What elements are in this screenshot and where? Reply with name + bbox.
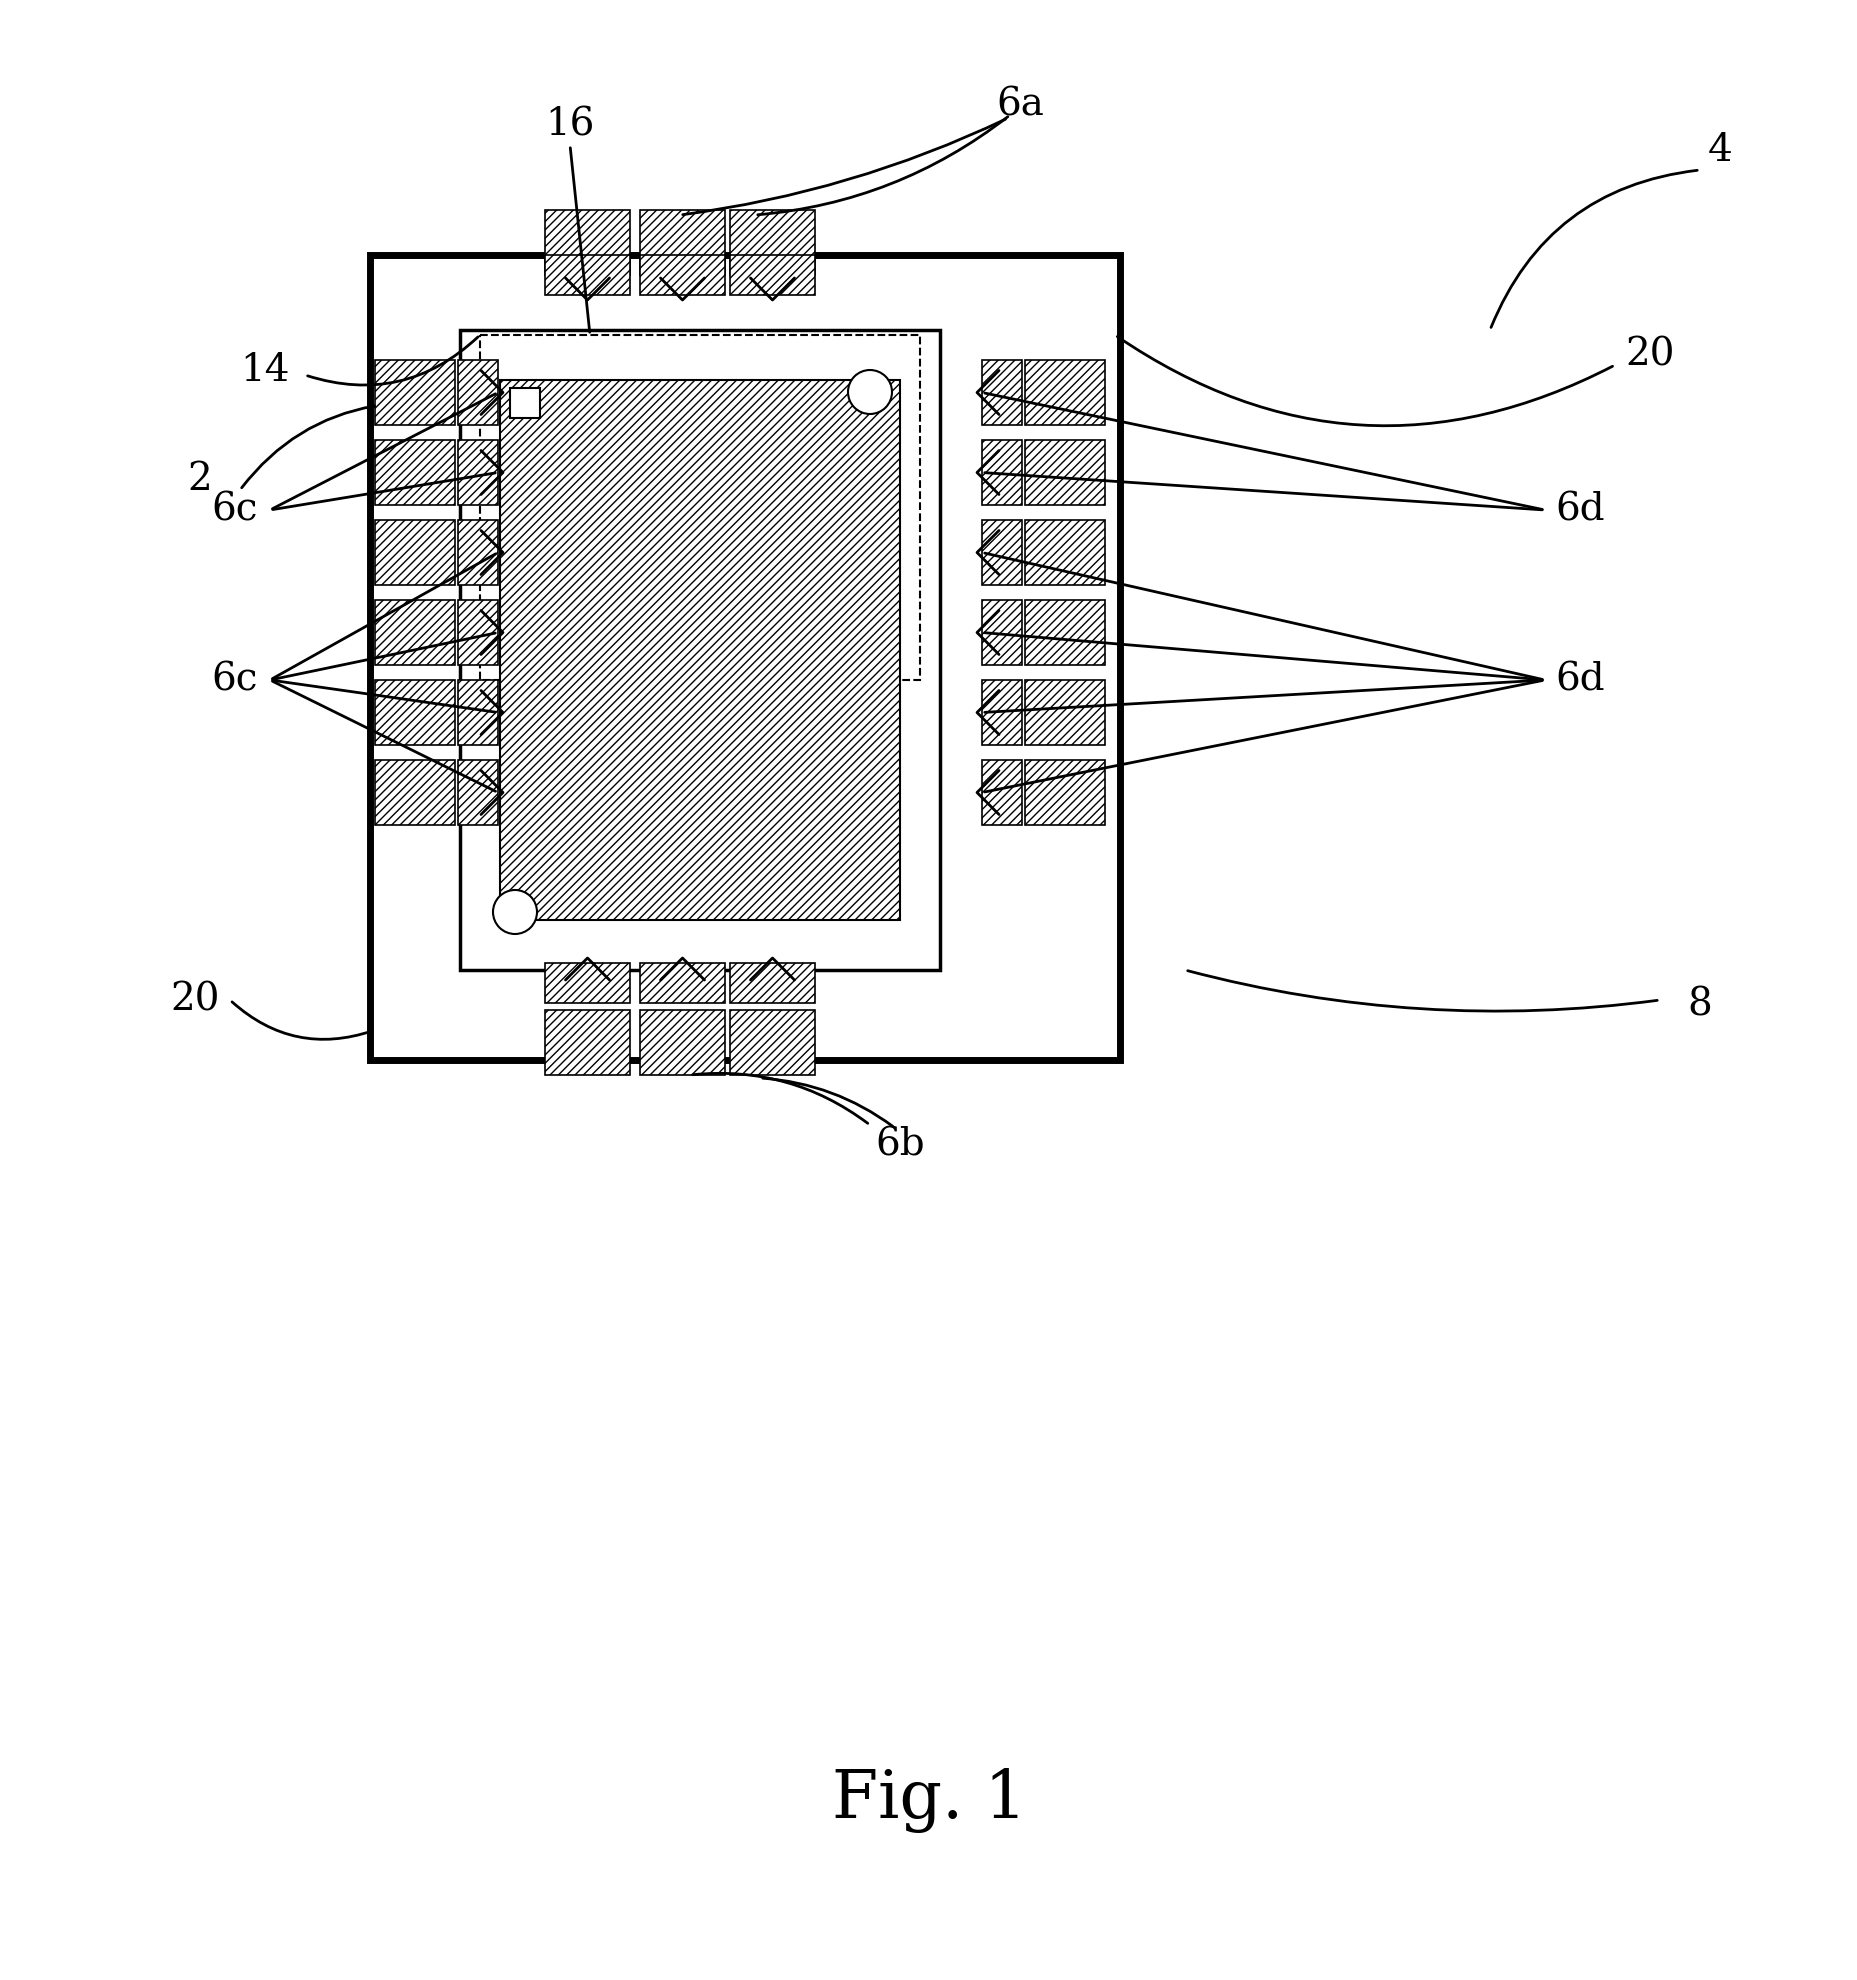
Bar (730, 210, 815, 275)
Bar (730, 962, 815, 1004)
Bar (982, 760, 1021, 826)
Bar (459, 679, 498, 744)
Bar (544, 255, 630, 295)
Bar (639, 255, 724, 295)
Text: 6d: 6d (1554, 661, 1604, 699)
Bar (1025, 440, 1105, 505)
Bar (459, 440, 498, 505)
Bar (375, 521, 455, 584)
Text: 4: 4 (1707, 131, 1731, 168)
Text: 2: 2 (188, 461, 212, 499)
Text: 20: 20 (171, 982, 219, 1018)
Circle shape (492, 889, 537, 935)
Bar (500, 380, 899, 921)
Bar (479, 335, 919, 679)
Bar (982, 679, 1021, 744)
Bar (509, 388, 540, 418)
Bar (375, 679, 455, 744)
Bar (982, 360, 1021, 426)
Text: 6c: 6c (212, 661, 258, 699)
Bar (982, 521, 1021, 584)
Text: 6a: 6a (995, 87, 1044, 123)
Bar (730, 1010, 815, 1075)
Text: 6c: 6c (212, 491, 258, 529)
Bar (375, 600, 455, 665)
Bar (639, 1010, 724, 1075)
Bar (459, 600, 498, 665)
Text: 20: 20 (1625, 337, 1673, 374)
Text: 6b: 6b (875, 1127, 925, 1164)
Bar (730, 255, 815, 295)
Bar (544, 210, 630, 275)
Bar (375, 360, 455, 426)
Bar (982, 600, 1021, 665)
Text: 6d: 6d (1554, 491, 1604, 529)
Bar (459, 360, 498, 426)
Bar (544, 962, 630, 1004)
Bar (1025, 521, 1105, 584)
Bar (461, 331, 940, 970)
Bar (639, 962, 724, 1004)
Bar (544, 1010, 630, 1075)
Bar (370, 255, 1120, 1059)
Bar (375, 440, 455, 505)
Bar (639, 210, 724, 275)
Text: 14: 14 (240, 352, 290, 388)
Bar (1025, 679, 1105, 744)
Bar (459, 521, 498, 584)
Bar (459, 760, 498, 826)
Bar (1025, 360, 1105, 426)
Text: 16: 16 (544, 107, 594, 143)
Bar (375, 760, 455, 826)
Circle shape (847, 370, 891, 414)
Text: 8: 8 (1686, 986, 1712, 1024)
Text: Fig. 1: Fig. 1 (832, 1768, 1025, 1833)
Bar (1025, 600, 1105, 665)
Bar (982, 440, 1021, 505)
Bar (1025, 760, 1105, 826)
